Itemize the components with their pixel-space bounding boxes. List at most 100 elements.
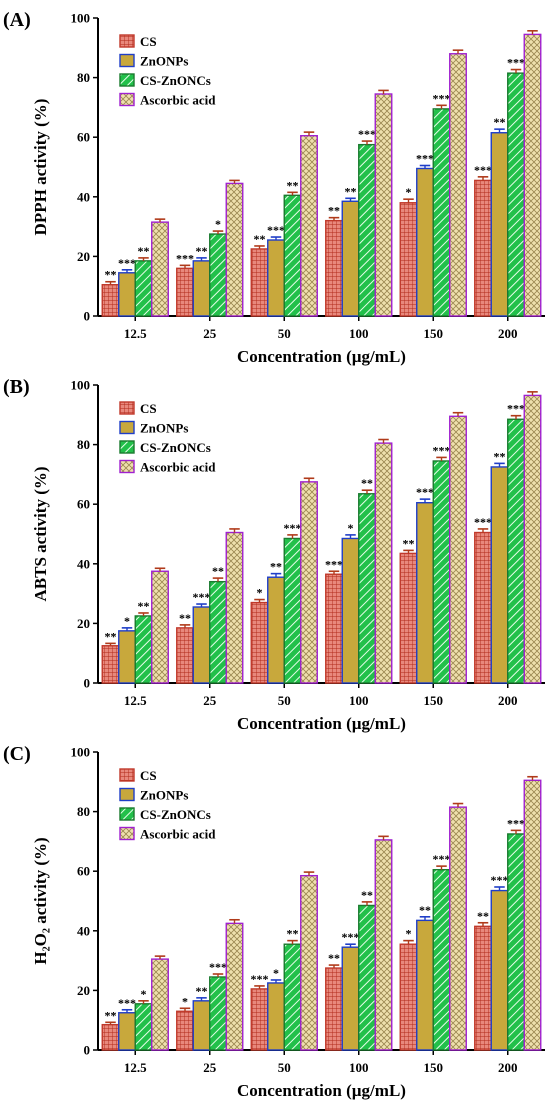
y-tick-label: 80	[77, 804, 90, 819]
significance-label: ***	[433, 443, 451, 457]
bar	[325, 573, 343, 684]
significance-label: *	[273, 966, 279, 980]
significance-label: **	[138, 599, 150, 613]
y-tick-label: 40	[77, 923, 90, 938]
significance-label: **	[105, 1008, 117, 1022]
y-tick-label: 20	[77, 249, 90, 264]
significance-label: **	[403, 536, 415, 550]
bar	[101, 1023, 120, 1051]
bar	[283, 194, 302, 317]
significance-label: **	[105, 629, 117, 643]
bar	[474, 179, 492, 317]
bar	[341, 537, 360, 684]
significance-label: **	[494, 115, 506, 129]
panel-label: (B)	[3, 376, 30, 398]
bar	[250, 601, 269, 684]
significance-label: ***	[267, 223, 285, 237]
bar	[416, 502, 434, 684]
panel-label: (A)	[3, 9, 31, 31]
bar	[151, 221, 169, 317]
bar	[283, 537, 302, 684]
bar	[101, 284, 120, 317]
bar	[134, 260, 153, 317]
significance-label: ***	[118, 256, 136, 270]
significance-label: ***	[491, 873, 509, 887]
bar	[432, 869, 451, 1051]
bar	[101, 645, 120, 684]
bar	[134, 1003, 153, 1051]
legend: CS ZnONPs CS-ZnONCs Ascorbic acid	[119, 401, 216, 475]
bar	[358, 493, 376, 684]
significance-label: ***	[342, 930, 360, 944]
x-tick-label: 100	[349, 326, 369, 341]
legend-swatch	[119, 53, 135, 68]
legend-label: CS-ZnONCs	[140, 440, 211, 455]
x-tick-label: 25	[203, 326, 217, 341]
significance-label: *	[406, 185, 412, 199]
x-tick-label: 12.5	[124, 326, 147, 341]
significance-label: **	[345, 184, 357, 198]
significance-label: **	[196, 984, 208, 998]
chart-panel-2: (B) 0 20 40 60 80 100 ABTS activity (%) Concentr…	[3, 376, 545, 733]
bar	[176, 267, 194, 317]
x-tick-label: 12.5	[124, 693, 147, 708]
legend-swatch	[119, 34, 135, 48]
legend-swatch	[119, 787, 135, 802]
y-tick-label: 0	[84, 1043, 91, 1058]
significance-label: **	[254, 232, 266, 246]
significance-label: ***	[325, 557, 343, 571]
significance-label: **	[419, 903, 431, 917]
significance-label: ***	[416, 485, 434, 499]
bar	[523, 779, 542, 1051]
bar	[523, 394, 542, 684]
bar	[267, 982, 285, 1051]
bar	[507, 418, 525, 684]
significance-label: ***	[433, 91, 451, 105]
bar	[449, 53, 467, 317]
y-tick-label: 0	[84, 309, 91, 324]
significance-label: ***	[176, 251, 194, 265]
x-tick-label: 150	[424, 1060, 444, 1075]
legend-label: CS-ZnONCs	[140, 73, 211, 88]
significance-label: ***	[193, 590, 211, 604]
bar	[523, 33, 542, 317]
significance-label: **	[270, 560, 282, 574]
bar	[267, 576, 285, 684]
legend-swatch	[119, 401, 135, 415]
bar	[358, 143, 376, 317]
bar	[374, 839, 393, 1051]
y-tick-label: 60	[77, 497, 90, 512]
bar	[341, 200, 360, 317]
legend-swatch	[119, 768, 135, 782]
significance-label: **	[287, 927, 299, 941]
x-tick-label: 50	[278, 1060, 291, 1075]
significance-label: **	[287, 178, 299, 192]
significance-label: ***	[416, 152, 434, 166]
bar	[474, 531, 492, 684]
x-axis-title: Concentration (µg/mL)	[237, 714, 406, 733]
legend-swatch	[119, 420, 135, 435]
legend-swatch	[119, 440, 135, 454]
bar	[432, 460, 451, 684]
significance-label: **	[328, 951, 340, 965]
y-tick-label: 40	[77, 556, 90, 571]
significance-label: ***	[474, 163, 492, 177]
legend-label: ZnONPs	[140, 421, 188, 436]
bar	[416, 919, 434, 1051]
y-tick-label: 100	[71, 378, 91, 393]
significance-label: ***	[358, 127, 376, 141]
legend-swatch	[119, 73, 135, 87]
y-axis-title: DPPH activity (%)	[31, 99, 50, 236]
bar	[399, 552, 418, 684]
y-tick-label: 100	[71, 745, 91, 760]
significance-label: ***	[433, 852, 451, 866]
significance-label: **	[138, 244, 150, 258]
x-tick-label: 25	[203, 693, 217, 708]
significance-label: ***	[507, 402, 525, 416]
bar	[151, 958, 169, 1051]
legend-swatch	[119, 826, 135, 841]
bar	[250, 988, 269, 1051]
bar	[118, 630, 136, 684]
significance-label: **	[212, 564, 224, 578]
